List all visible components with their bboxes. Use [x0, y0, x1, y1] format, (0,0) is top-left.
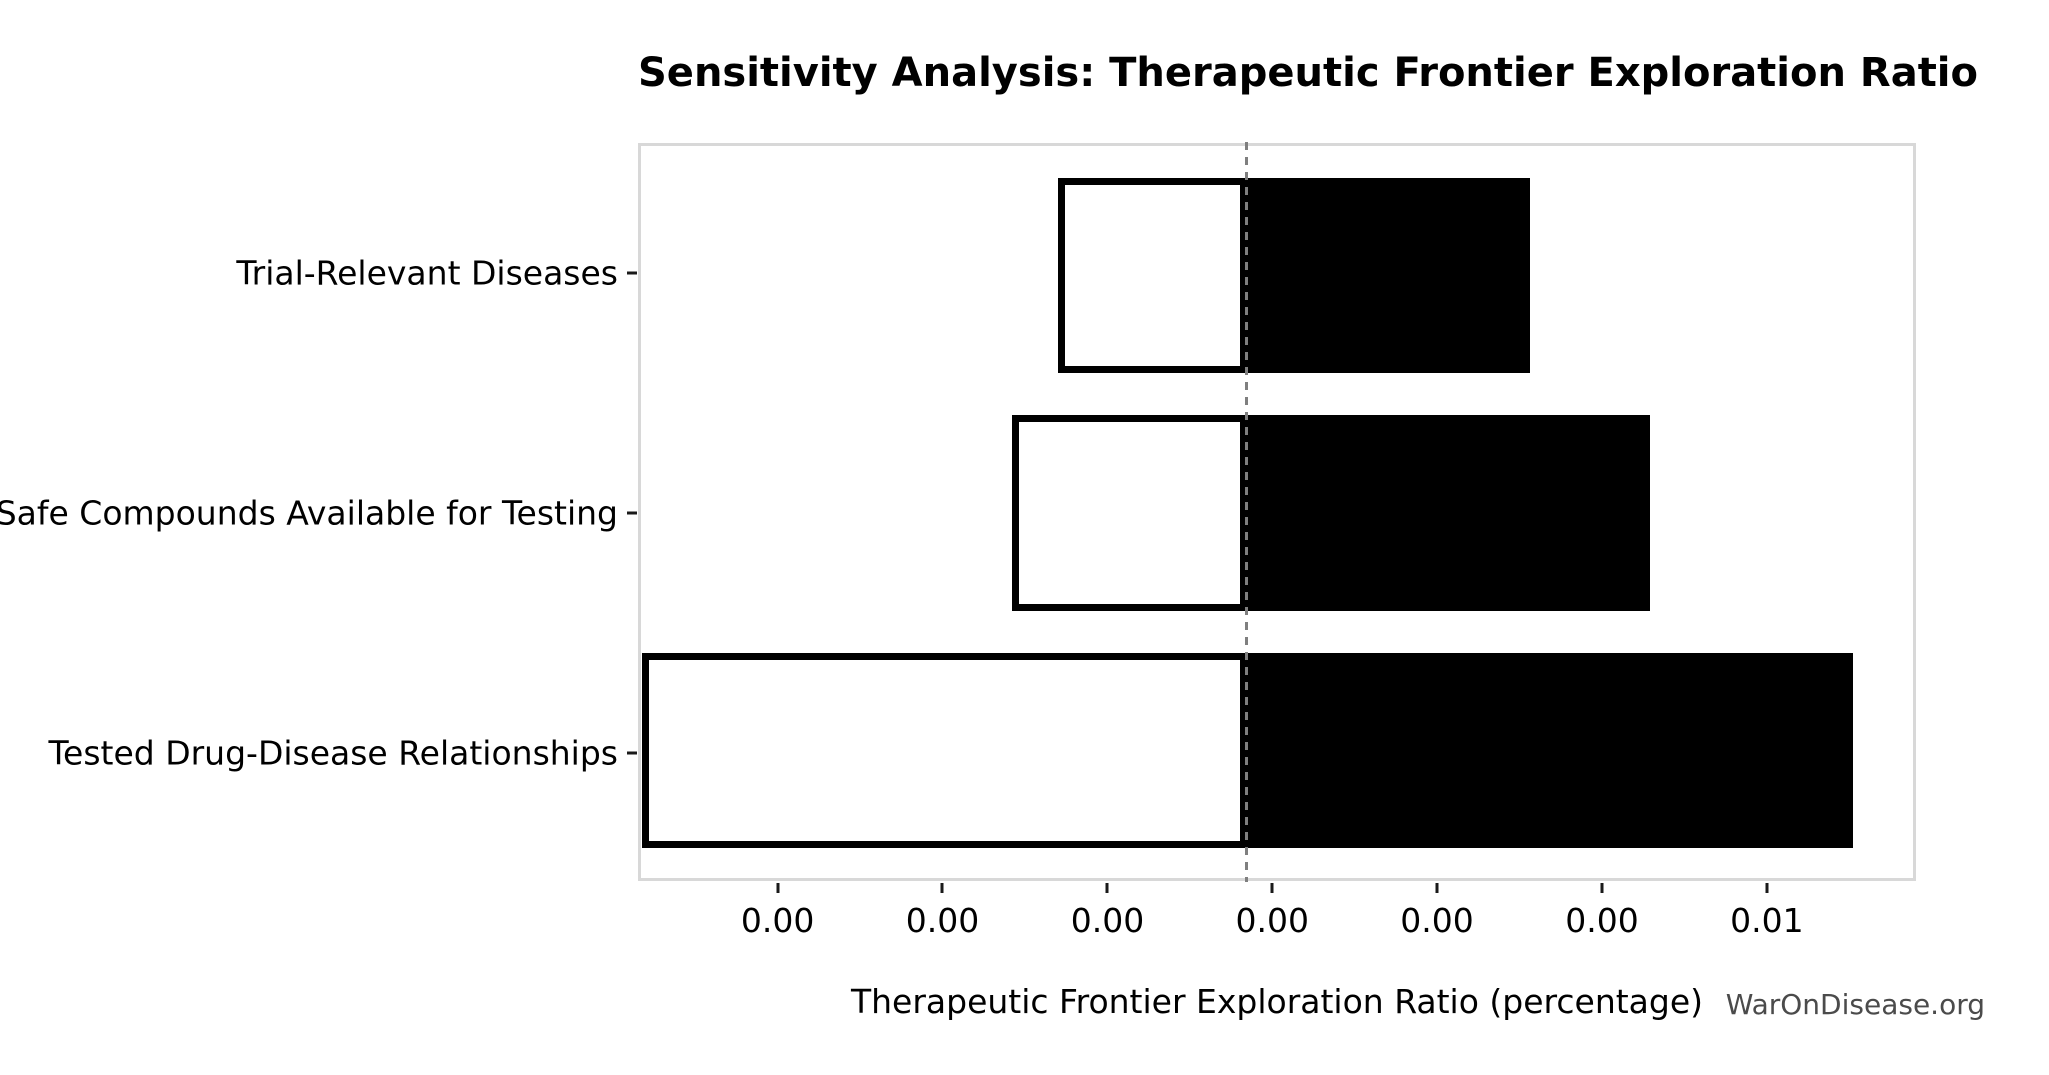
x-tick-label: 0.00: [1565, 901, 1639, 940]
bar-high-segment: [1246, 415, 1651, 611]
x-tick: [1600, 883, 1604, 893]
bar-low-segment: [1012, 415, 1247, 611]
y-tick: [627, 511, 637, 515]
x-tick: [1105, 883, 1109, 893]
bar-high-segment: [1246, 653, 1854, 849]
y-axis-label: Trial-Relevant Diseases: [236, 253, 618, 293]
chart-title: Sensitivity Analysis: Therapeutic Fronti…: [638, 50, 1978, 96]
x-tick-label: 0.00: [740, 901, 815, 940]
x-tick-label: 0.00: [905, 901, 980, 940]
y-tick: [627, 751, 637, 755]
bar-high-segment: [1246, 177, 1531, 374]
y-axis-label: Tested Drug-Disease Relationships: [48, 733, 618, 773]
x-axis-label: Therapeutic Frontier Exploration Ratio (…: [850, 982, 1704, 1021]
x-tick: [1270, 883, 1274, 893]
x-tick-label: 0.00: [1235, 901, 1309, 940]
x-tick-label: 0.00: [1400, 901, 1474, 940]
bar-low-segment: [1057, 177, 1247, 374]
y-tick: [627, 271, 637, 275]
y-axis-label: Safe Compounds Available for Testing: [0, 493, 618, 533]
plot-area: [638, 142, 1916, 882]
x-tick: [1765, 883, 1769, 893]
x-tick: [1435, 883, 1439, 893]
baseline-dashed-line: [1245, 142, 1249, 882]
x-tick-label: 0.00: [1070, 901, 1145, 940]
bar-low-segment: [642, 653, 1247, 849]
watermark: WarOnDisease.org: [1725, 988, 1985, 1021]
x-tick: [776, 883, 780, 893]
x-tick-label: 0.01: [1730, 901, 1804, 940]
x-tick: [940, 883, 944, 893]
